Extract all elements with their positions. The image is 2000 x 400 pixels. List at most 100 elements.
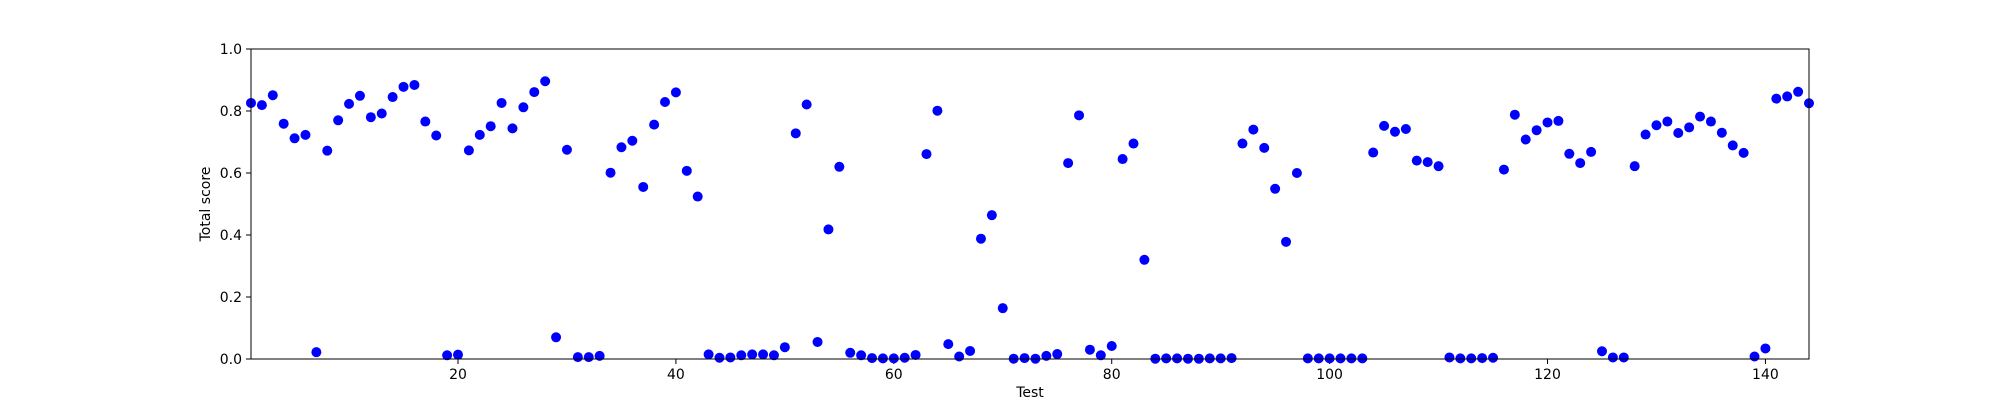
data-point [779,342,790,353]
plot-frame [250,48,1810,360]
data-point [1531,125,1542,136]
data-point [965,345,976,356]
data-point [758,349,769,360]
data-point [398,81,409,92]
data-point [1291,168,1302,178]
data-point [790,128,801,139]
data-point [616,142,627,153]
data-point [1313,353,1324,364]
data-point [954,351,965,362]
data-point [714,352,725,363]
data-point [1411,155,1422,166]
data-point [344,98,355,109]
data-point [1139,254,1150,265]
data-point [540,76,551,87]
data-point [496,97,507,108]
data-point [1760,343,1771,354]
data-point [801,99,812,110]
data-point [1509,109,1520,120]
data-point [583,352,594,363]
data-point [1335,353,1346,364]
data-point [725,352,736,363]
data-point [692,191,703,202]
data-point [561,144,572,155]
data-point [986,210,997,221]
data-point [812,336,823,347]
data-point [1128,138,1139,149]
data-point [1226,353,1237,364]
data-point [660,97,671,108]
y-axis-label: Total score [198,167,214,243]
data-point [888,353,899,364]
x-tick-label: 60 [885,367,903,383]
data-point [376,108,387,119]
x-tick-label: 140 [1752,367,1779,383]
data-point [256,100,267,111]
data-point [1346,353,1357,364]
data-point [845,347,856,358]
data-point [1422,157,1433,168]
data-point [1063,158,1074,169]
data-point [442,350,453,361]
data-point [311,347,322,358]
data-point [1389,126,1400,137]
data-point [333,115,344,126]
data-point [1629,161,1640,172]
data-point [463,145,474,156]
data-point [1673,128,1684,139]
data-point [431,130,442,141]
x-tick-label: 100 [1316,367,1343,383]
data-point [1520,134,1531,145]
data-point [1553,115,1564,126]
y-tick-label: 0.8 [220,104,242,120]
data-point [387,92,398,103]
data-point [1596,346,1607,357]
x-tick-label: 20 [449,367,467,383]
y-tick-label: 0.2 [220,290,242,306]
data-point [943,339,954,350]
data-point [1575,158,1586,169]
data-point [605,167,616,178]
data-point [300,129,311,140]
data-point [1084,344,1095,355]
data-point [1270,183,1281,194]
data-point [975,233,986,244]
axis-ticks: 20 40 60 80 100 120 140 0.0 0.2 0.4 0.6 0.8 1.0 [220,42,1779,383]
x-tick-label: 40 [667,367,685,383]
data-point [1052,349,1063,360]
data-point [453,349,464,360]
data-point [1368,147,1379,158]
data-point [638,181,649,192]
data-point [1433,161,1444,172]
data-point [1357,353,1368,364]
data-point [1215,353,1226,364]
data-point [474,129,485,140]
data-point [1466,353,1477,364]
data-point [1662,116,1673,127]
data-point [670,87,681,98]
data-point [1749,351,1760,362]
y-tick-label: 1.0 [220,42,242,58]
x-tick-label: 80 [1103,367,1121,383]
data-point [877,353,888,364]
data-points [246,76,1814,364]
data-point [703,349,714,360]
data-point [1248,124,1259,135]
data-point [1793,86,1804,97]
data-point [1074,110,1085,121]
data-point [1324,353,1335,364]
data-point [409,79,420,90]
data-point [747,349,758,360]
data-point [1172,353,1183,364]
data-point [681,165,692,176]
data-point [1444,352,1455,363]
data-point [1586,146,1597,157]
data-point [834,161,845,172]
data-point [932,105,943,116]
data-point [921,149,932,160]
data-point [823,224,834,235]
data-point [1498,164,1509,175]
y-tick-label: 0.0 [220,352,242,368]
data-point [1705,116,1716,127]
